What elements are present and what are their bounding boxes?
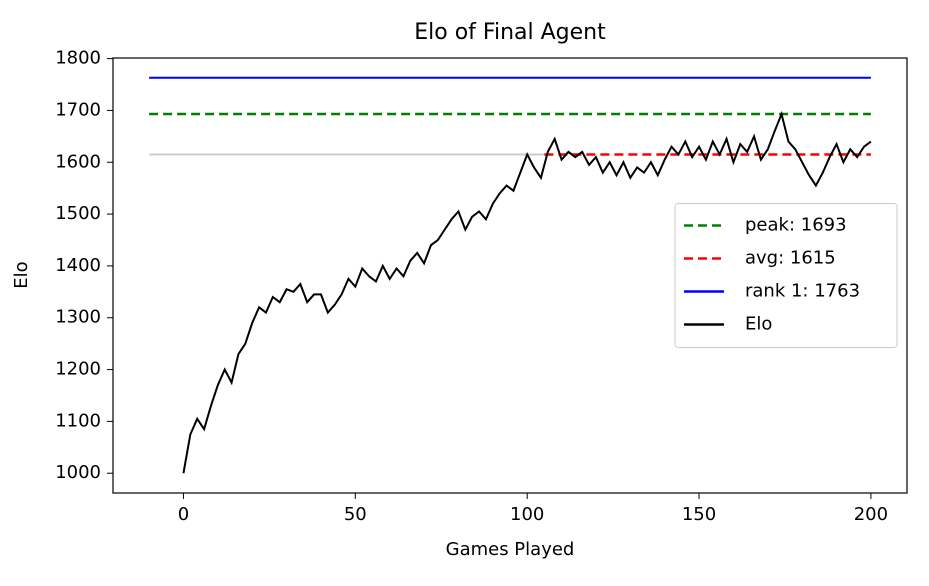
legend-label: rank 1: 1763 — [745, 281, 860, 302]
y-tick-label: 1800 — [55, 48, 101, 69]
plot-frame — [112, 57, 908, 494]
legend-label: Elo — [745, 314, 772, 335]
x-tick-label: 200 — [854, 504, 888, 525]
x-axis-label: Games Played — [446, 539, 575, 560]
y-tick-label: 1200 — [55, 359, 101, 380]
y-tick-label: 1100 — [55, 410, 101, 431]
y-tick-label: 1000 — [55, 462, 101, 483]
y-axis-label: Elo — [11, 261, 32, 288]
x-tick-label: 150 — [682, 504, 716, 525]
y-tick-label: 1500 — [55, 203, 101, 224]
x-tick-label: 100 — [510, 504, 544, 525]
legend-label: peak: 1693 — [745, 215, 847, 236]
y-tick-label: 1300 — [55, 307, 101, 328]
legend-box — [674, 203, 898, 348]
series-line — [182, 110, 872, 474]
y-tick-label: 1600 — [55, 151, 101, 172]
y-tick-label: 1400 — [55, 255, 101, 276]
legend-label: avg: 1615 — [745, 248, 836, 269]
x-tick-label: 50 — [344, 504, 367, 525]
y-tick-label: 1700 — [55, 99, 101, 120]
x-tick-label: 0 — [178, 504, 189, 525]
chart-title: Elo of Final Agent — [414, 20, 606, 45]
